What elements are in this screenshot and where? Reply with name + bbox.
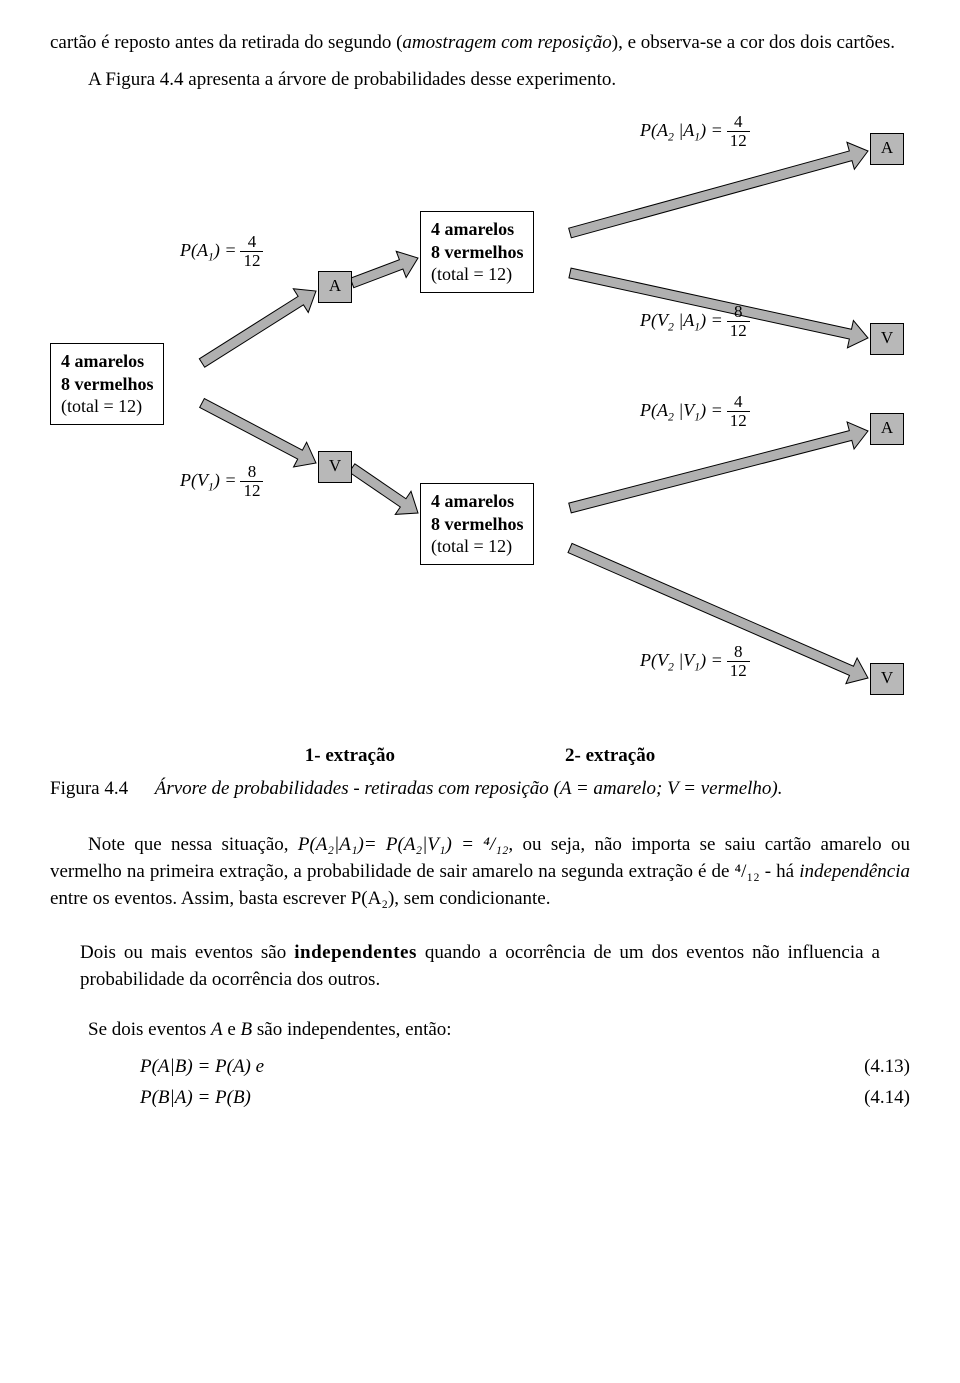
probability-tree-diagram: 4 amarelos8 vermelhos(total = 12)4 amare…: [50, 113, 910, 733]
extraction-labels: 1- extração 2- extração: [50, 743, 910, 770]
text: entre os eventos. Assim, basta escrever …: [50, 888, 551, 909]
equation-tag: (4.13): [840, 1054, 910, 1081]
text: são independentes, então:: [252, 1019, 451, 1040]
label-extraction-1: 1- extração: [305, 743, 395, 770]
text: cartão é reposto antes da retirada do se…: [50, 32, 402, 53]
equation-4-13: P(A|B) = P(A) e (4.13): [50, 1054, 910, 1081]
text-frac: ⁴/₁₂: [735, 861, 760, 882]
text-math: P(A₂|A₁)= P(A₂|V₁) = ⁴/₁₂,: [298, 834, 513, 855]
text-bold: independentes: [294, 942, 417, 963]
text: Note que nessa situação,: [88, 834, 298, 855]
text-var: B: [241, 1019, 253, 1040]
figure-number: Figura 4.4: [50, 776, 150, 803]
text-var: A: [211, 1019, 223, 1040]
paragraph-intro: cartão é reposto antes da retirada do se…: [50, 30, 910, 57]
text: Dois ou mais eventos são: [80, 942, 294, 963]
equation-text: P(B|A) = P(B): [140, 1087, 251, 1108]
equation-4-14: P(B|A) = P(B) (4.14): [50, 1085, 910, 1112]
text: ), e observa-se a cor dos dois cartões.: [612, 32, 895, 53]
figure-text: Árvore de probabilidades - retiradas com…: [155, 776, 895, 803]
paragraph-note: Note que nessa situação, P(A₂|A₁)= P(A₂|…: [50, 832, 910, 912]
figure-caption: Figura 4.4 Árvore de probabilidades - re…: [50, 776, 910, 803]
equation-text: P(A|B) = P(A) e: [140, 1056, 264, 1077]
paragraph-ref: A Figura 4.4 apresenta a árvore de proba…: [50, 67, 910, 94]
paragraph-indep-lead: Se dois eventos A e B são independentes,…: [50, 1017, 910, 1044]
label-extraction-2: 2- extração: [565, 743, 655, 770]
text-italic: independência: [799, 861, 910, 882]
text-italic: amostragem com reposição: [402, 32, 611, 53]
definition-independence: Dois ou mais eventos são independentes q…: [80, 940, 880, 993]
text: - há: [760, 861, 800, 882]
text: Se dois eventos: [88, 1019, 211, 1040]
equation-tag: (4.14): [840, 1085, 910, 1112]
text: e: [223, 1019, 241, 1040]
